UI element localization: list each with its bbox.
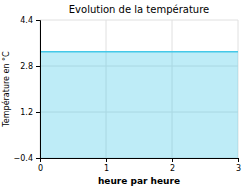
- y-tick-mark: [36, 66, 40, 67]
- y-tick-label: −0.4: [14, 154, 33, 163]
- x-tick-mark: [106, 158, 107, 162]
- y-tick: −0.4: [14, 154, 40, 163]
- y-tick: 2.8: [20, 62, 40, 71]
- y-tick-label: 4.4: [20, 16, 33, 25]
- y-axis-title: Température en °C: [1, 51, 11, 128]
- title: Evolution de la température: [69, 4, 209, 15]
- x-axis-title: heure par heure: [98, 176, 180, 186]
- x-tick-mark: [172, 158, 173, 162]
- y-tick: 1.2: [20, 108, 40, 117]
- y-axis: −0.4 1.2 2.8 4.4: [14, 16, 41, 163]
- area: [40, 52, 238, 158]
- grid: [40, 20, 238, 158]
- marks: [40, 52, 238, 158]
- x-tick-label: 3: [236, 164, 241, 173]
- y-tick-mark: [36, 112, 40, 113]
- x-tick: 0: [38, 158, 43, 173]
- y-tick-mark: [36, 20, 40, 21]
- x-axis-line: [41, 159, 239, 163]
- chart: 0 1 2 3 −0.4 1.2 2.8 4.4 Evolution de la tempéra…: [0, 0, 250, 188]
- y-tick-mark: [36, 158, 40, 159]
- plot-area: 0 1 2 3 −0.4 1.2 2.8 4.4: [14, 16, 241, 173]
- y-grid-line: [40, 20, 238, 21]
- x-tick: 1: [104, 158, 109, 173]
- x-tick: 3: [236, 158, 241, 173]
- x-tick: 2: [170, 158, 175, 173]
- y-tick-label: 1.2: [20, 108, 33, 117]
- x-tick-label: 2: [170, 164, 175, 173]
- x-axis: 0 1 2 3: [38, 158, 241, 173]
- line: [40, 51, 238, 53]
- y-tick-label: 2.8: [20, 62, 33, 71]
- x-tick-mark: [238, 158, 239, 162]
- x-tick-label: 1: [104, 164, 109, 173]
- y-tick: 4.4: [20, 16, 40, 25]
- x-tick-label: 0: [38, 164, 43, 173]
- y-axis-line: [36, 21, 41, 159]
